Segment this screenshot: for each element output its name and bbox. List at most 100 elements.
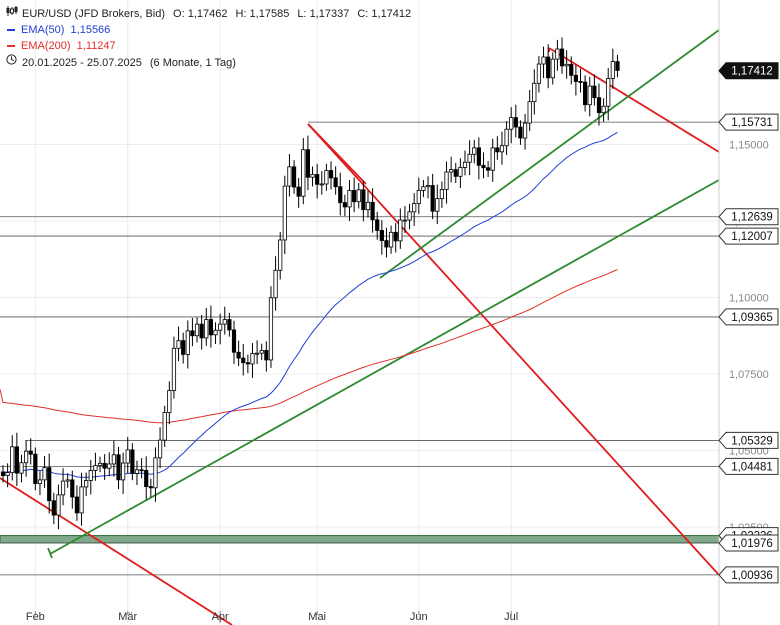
candle [384, 240, 389, 248]
candle [241, 357, 246, 364]
price-tag: 1,12007 [718, 227, 779, 245]
candle [333, 177, 338, 188]
candle [167, 390, 172, 413]
candle [227, 319, 232, 331]
ema200-label: EMA(200) [21, 40, 71, 52]
candle [236, 351, 241, 359]
candle [564, 63, 569, 67]
x-tick-label: Mai [308, 611, 326, 623]
candle [481, 164, 486, 169]
price-tag: 1,15731 [718, 113, 779, 131]
candle [606, 78, 611, 107]
price-tag: 1,12639 [718, 208, 779, 226]
candle [504, 128, 509, 147]
price-tag-box [718, 457, 779, 475]
legend-close-label: C: [357, 8, 369, 20]
candle [347, 189, 352, 208]
candle [435, 198, 440, 212]
candle [19, 462, 24, 474]
candle [425, 185, 431, 188]
candle [416, 189, 421, 204]
candle [453, 169, 458, 177]
candle [287, 166, 292, 187]
candle [268, 297, 274, 361]
candle [130, 449, 135, 474]
candle [134, 469, 140, 474]
candle [536, 63, 542, 84]
candle [5, 472, 10, 476]
candle [88, 469, 93, 481]
ema50-line [3, 131, 618, 478]
candle [273, 269, 278, 299]
ema200-line [0, 269, 618, 424]
candle [222, 319, 227, 325]
candle [208, 319, 213, 336]
candle [527, 101, 532, 124]
ema50-value: 1,15566 [70, 24, 111, 36]
candle [107, 463, 112, 469]
candle [254, 352, 260, 355]
candle [467, 153, 472, 163]
trend-line-green [47, 547, 53, 559]
candle [458, 167, 463, 177]
price-tag-box [718, 208, 779, 226]
candle [121, 462, 126, 481]
candle [485, 167, 491, 171]
candle [23, 450, 29, 464]
candle [370, 201, 375, 221]
price-tag-box [718, 566, 779, 584]
candle [518, 126, 523, 139]
candle [185, 330, 190, 355]
price-tag: 1,00936 [718, 566, 779, 584]
candle [37, 479, 43, 484]
legend-range-row: 20.01.2025 - 25.07.2025 (6 Monate, 1 Tag… [6, 54, 411, 71]
candle [97, 462, 103, 466]
horizontal-levels [0, 121, 719, 576]
candle [84, 480, 89, 488]
candle [305, 149, 311, 178]
candle [499, 145, 505, 153]
candle [421, 186, 426, 191]
candle [0, 471, 6, 476]
y-tick-label: 1,10000 [729, 293, 769, 305]
candle [365, 201, 371, 211]
price-tag: 1,09365 [718, 308, 779, 326]
x-tick-label: Mär [118, 611, 137, 623]
ema50-swatch [7, 29, 15, 31]
candle [56, 494, 61, 516]
price-tag-box [718, 534, 779, 552]
candle [555, 48, 560, 60]
price-tag: 1,01976 [718, 534, 779, 552]
legend-low-label: L: [297, 8, 307, 20]
price-tag: 1,05329 [718, 431, 779, 449]
candle [93, 465, 98, 471]
candle [328, 170, 334, 179]
trend-line-red [307, 123, 367, 185]
candle [144, 469, 149, 488]
candle [218, 323, 223, 331]
candle [250, 353, 255, 365]
candle [171, 347, 177, 391]
candle [213, 329, 218, 336]
price-tag-box [718, 431, 779, 449]
candle [546, 56, 551, 79]
candle [282, 185, 287, 241]
price-tag-box [718, 227, 779, 245]
candle [476, 147, 481, 166]
candle [102, 462, 107, 469]
candle [522, 122, 528, 139]
chart-legend: EUR/USD (JFD Brokers, Bid) O: 1,17462 H:… [6, 6, 411, 71]
candle [148, 486, 153, 489]
clock-icon [6, 54, 18, 71]
x-tick-label: Jun [410, 611, 428, 623]
legend-open-label: O: [173, 8, 185, 20]
candle [592, 85, 597, 99]
candle [393, 231, 398, 242]
candle [74, 496, 80, 514]
ema200-value: 1,11247 [76, 40, 116, 52]
candle [319, 183, 324, 186]
candle [264, 350, 269, 361]
candle [587, 85, 592, 106]
legend-title: EUR/USD (JFD Brokers, Bid) [22, 8, 166, 20]
